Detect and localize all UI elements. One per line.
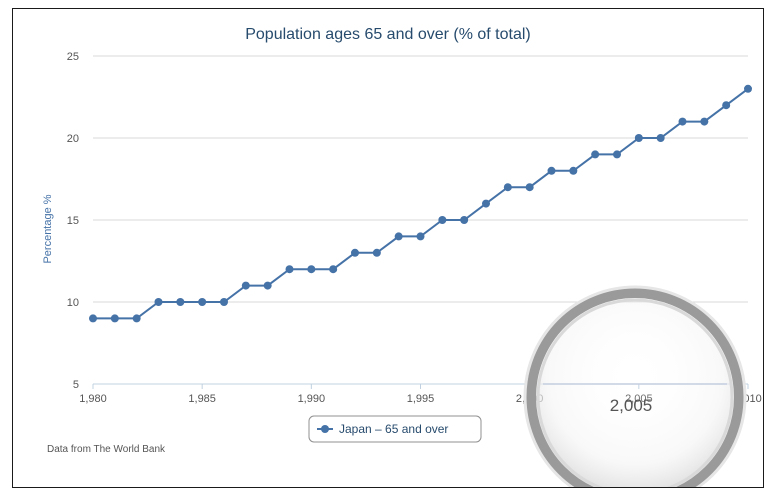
data-point[interactable] (329, 265, 338, 274)
data-point[interactable] (307, 265, 316, 274)
data-point[interactable] (678, 117, 687, 126)
line-chart: Population ages 65 and over (% of total)… (42, 26, 762, 487)
legend[interactable]: Japan – 65 and over (308, 415, 482, 443)
data-point[interactable] (613, 150, 621, 159)
data-point[interactable] (394, 232, 403, 241)
x-tick-label: 1,980 (79, 393, 107, 405)
magnifier-inner-ring (536, 298, 734, 487)
data-point[interactable] (89, 314, 97, 323)
data-point[interactable] (198, 298, 207, 306)
data-point[interactable] (744, 84, 752, 93)
data-point[interactable] (656, 134, 665, 142)
legend-point-marker (321, 425, 329, 433)
y-axis-ticks: 5 10 15 20 25 (67, 51, 79, 391)
data-point[interactable] (416, 232, 425, 241)
data-point[interactable] (241, 281, 250, 290)
magnifier-ring (526, 288, 744, 487)
data-point[interactable] (460, 216, 469, 224)
y-tick-label: 15 (67, 215, 79, 227)
data-point[interactable] (525, 183, 534, 192)
y-tick-label: 10 (67, 297, 79, 309)
y-tick-label: 5 (73, 379, 79, 391)
data-point[interactable] (700, 117, 709, 126)
chart-frame: Population ages 65 and over (% of total)… (12, 8, 764, 488)
data-point[interactable] (372, 248, 381, 257)
chart-title: Population ages 65 and over (% of total) (245, 26, 531, 43)
legend-box (308, 415, 482, 443)
y-tick-label: 25 (67, 51, 79, 63)
y-axis-label: Percentage % (42, 194, 54, 263)
data-point[interactable] (569, 166, 578, 175)
x-tick-label: 1,985 (188, 393, 216, 405)
data-point[interactable] (634, 134, 643, 142)
data-point[interactable] (285, 265, 294, 274)
x-tick-label: 1,990 (298, 393, 326, 405)
data-point[interactable] (176, 298, 185, 306)
y-tick-label: 20 (67, 133, 79, 145)
data-point[interactable] (503, 183, 512, 192)
data-point[interactable] (220, 298, 228, 306)
magnifier-outer-ring (523, 285, 747, 487)
data-point[interactable] (482, 199, 490, 208)
data-point[interactable] (154, 298, 163, 306)
legend-label-japan: Japan – 65 and over (339, 422, 448, 436)
credit-text: Data from The World Bank (47, 444, 166, 455)
data-point[interactable] (591, 150, 600, 159)
data-point[interactable] (722, 101, 731, 110)
series-line (93, 88, 749, 320)
data-point[interactable] (263, 281, 272, 290)
data-point[interactable] (132, 314, 141, 323)
data-point[interactable] (351, 248, 359, 257)
magnifier-overlay: 2,005 (523, 285, 747, 487)
series-japan[interactable] (89, 84, 752, 323)
data-point[interactable] (438, 216, 447, 224)
data-point[interactable] (547, 166, 556, 175)
magnified-tick-label: 2,005 (610, 396, 653, 415)
x-tick-label: 1,995 (407, 393, 435, 405)
data-point[interactable] (110, 314, 119, 323)
